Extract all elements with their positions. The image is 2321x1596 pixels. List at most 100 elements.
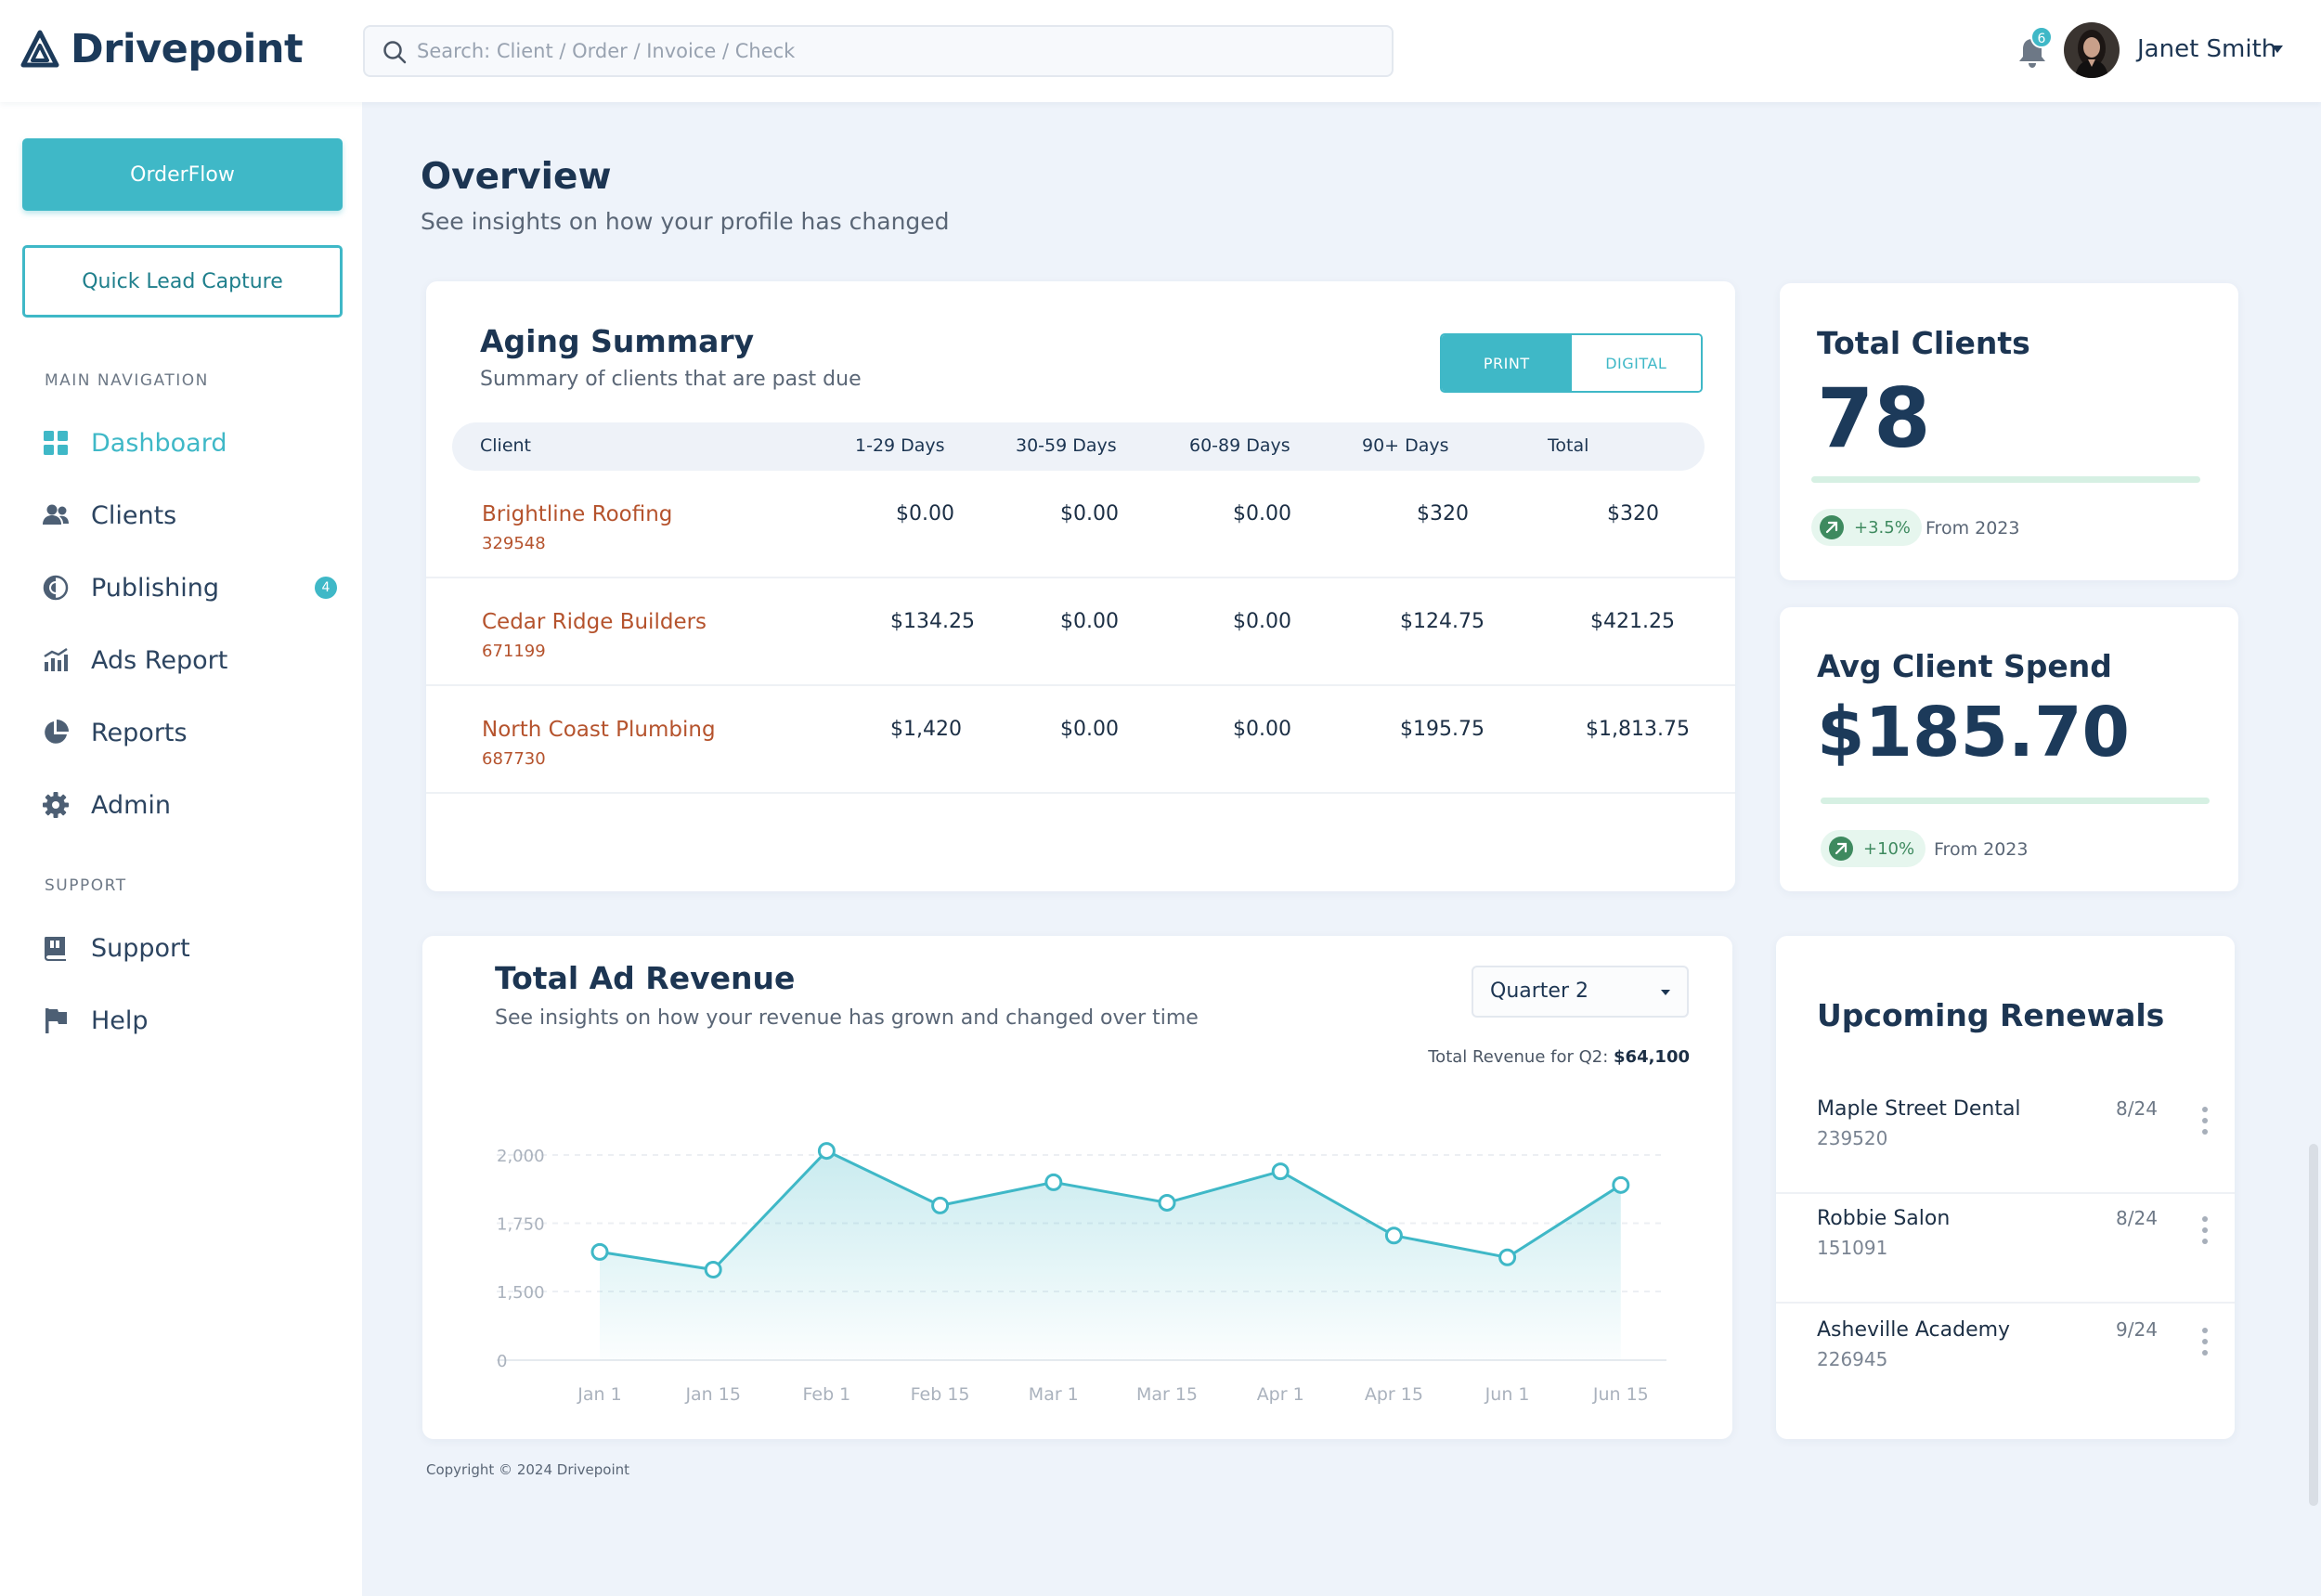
renewal-date: 8/24 (2116, 1207, 2158, 1229)
renewal-date: 9/24 (2116, 1318, 2158, 1341)
total-clients-from: From 2023 (1926, 518, 2020, 538)
sidebar-item-dashboard[interactable]: Dashboard (41, 417, 347, 469)
revenue-title: Total Ad Revenue (495, 960, 796, 996)
y-tick-label: 1,500 (497, 1283, 545, 1303)
table-row: Cedar Ridge Builders 671199 $134.25 $0.0… (426, 578, 1735, 686)
publishing-badge: 4 (315, 577, 337, 599)
sidebar-item-admin[interactable]: Admin (41, 779, 347, 831)
total-clients-bar (1811, 476, 2200, 483)
sidebar-item-publishing[interactable]: Publishing 4 (41, 562, 347, 614)
revenue-chart: 0 1,500 1,750 2,000 Jan 1 Jan 15 Feb 1 Feb 15 M… (497, 1142, 1666, 1405)
total-revenue-value: $64,100 (1614, 1047, 1690, 1067)
avg-client-spend-card: Avg Client Spend $185.70 +10% From 2023 (1780, 607, 2238, 891)
avatar[interactable] (2064, 22, 2120, 78)
renewals-title: Upcoming Renewals (1817, 997, 2165, 1033)
sidebar-item-label: Admin (91, 790, 172, 820)
data-point[interactable] (1384, 1226, 1403, 1245)
search-input[interactable] (417, 27, 1382, 75)
quarter-select[interactable]: Quarter 2 (1472, 966, 1689, 1018)
cell-60-89-days: $0.00 (1233, 610, 1291, 633)
digital-toggle-button[interactable]: DIGITAL (1571, 335, 1701, 391)
data-point[interactable] (817, 1142, 836, 1161)
cell-30-59-days: $0.00 (1060, 502, 1119, 526)
cell-90-plus-days: $195.75 (1400, 718, 1485, 741)
total-ad-revenue-card: 0 1,500 1,750 2,000 Jan 1 Jan 15 Feb 1 Feb 15 M… (422, 936, 1732, 1439)
aging-summary-title: Aging Summary (480, 323, 755, 359)
avg-spend-value: $185.70 (1817, 693, 2131, 772)
orderflow-button[interactable]: OrderFlow (22, 138, 343, 211)
more-vertical-icon[interactable] (2199, 1214, 2211, 1246)
data-point[interactable] (1612, 1175, 1630, 1194)
trend-up-icon (1820, 515, 1844, 539)
renewal-item[interactable]: Maple Street Dental 239520 8/24 (1776, 1084, 2235, 1194)
data-point[interactable] (1271, 1162, 1290, 1181)
cell-total: $320 (1607, 502, 1659, 526)
sidebar-item-reports[interactable]: Reports (41, 707, 347, 759)
sidebar-item-support[interactable]: Support (41, 922, 347, 974)
avg-spend-title: Avg Client Spend (1817, 648, 2112, 684)
avg-spend-from: From 2023 (1934, 839, 2029, 860)
more-vertical-icon[interactable] (2199, 1326, 2211, 1357)
sidebar-item-label: Publishing (91, 573, 219, 603)
sidebar: OrderFlow Quick Lead Capture MAIN NAVIGA… (0, 102, 362, 1596)
column-header: Total (1548, 435, 1589, 456)
client-id: 329548 (482, 534, 546, 553)
scrollbar[interactable] (2309, 1144, 2318, 1506)
data-point[interactable] (1498, 1248, 1517, 1266)
renewal-client-id: 239520 (1817, 1127, 1888, 1149)
x-tick-label: Feb 15 (911, 1384, 970, 1405)
data-point[interactable] (590, 1242, 609, 1261)
cell-1-29-days: $134.25 (890, 610, 975, 633)
chevron-down-icon (1661, 990, 1670, 995)
x-tick-label: Feb 1 (803, 1384, 851, 1405)
pie-chart-icon (45, 720, 69, 744)
data-point[interactable] (1044, 1173, 1063, 1191)
avg-spend-bar (1821, 798, 2210, 804)
print-toggle-button[interactable]: PRINT (1442, 335, 1572, 391)
cell-60-89-days: $0.00 (1233, 502, 1291, 526)
table-row: Brightline Roofing 329548 $0.00 $0.00 $0… (426, 471, 1735, 578)
data-point[interactable] (704, 1260, 722, 1278)
support-heading: SUPPORT (45, 876, 127, 895)
sidebar-item-label: Support (91, 933, 190, 963)
data-point[interactable] (931, 1196, 950, 1214)
x-tick-label: Mar 15 (1136, 1384, 1198, 1405)
upcoming-renewals-card: Upcoming Renewals Maple Street Dental 23… (1776, 936, 2235, 1439)
sidebar-item-ads-report[interactable]: Ads Report (41, 634, 347, 686)
column-header: 1-29 Days (855, 435, 945, 456)
client-id: 671199 (482, 642, 546, 661)
client-link[interactable]: Cedar Ridge Builders (482, 610, 707, 634)
x-tick-label: Jan 15 (684, 1384, 741, 1405)
x-tick-label: Apr 1 (1257, 1384, 1304, 1405)
avatar-photo (2064, 22, 2120, 78)
bar-chart-icon (44, 647, 68, 671)
aging-summary-card: Aging Summary Summary of clients that ar… (426, 281, 1735, 891)
app-logo[interactable]: Drivepoint (20, 26, 304, 72)
client-link[interactable]: Brightline Roofing (482, 502, 673, 526)
renewal-item[interactable]: Robbie Salon 151091 8/24 (1776, 1194, 2235, 1304)
sidebar-item-label: Ads Report (91, 645, 228, 675)
y-tick-label: 2,000 (497, 1147, 545, 1166)
total-clients-change: +3.5% (1854, 517, 1911, 538)
chevron-down-icon[interactable] (2270, 42, 2285, 57)
book-icon (45, 937, 66, 961)
aging-summary-subtitle: Summary of clients that are past due (480, 368, 862, 391)
quick-lead-capture-button[interactable]: Quick Lead Capture (22, 245, 343, 318)
total-clients-card: Total Clients 78 +3.5% From 2023 (1780, 283, 2238, 580)
y-tick-label: 1,750 (497, 1215, 545, 1235)
renewal-item[interactable]: Asheville Academy 226945 9/24 (1776, 1305, 2235, 1415)
sidebar-item-label: Clients (91, 500, 177, 530)
app-name: Drivepoint (71, 26, 304, 72)
top-header: Drivepoint 6 Janet Smith (0, 0, 2321, 102)
user-name[interactable]: Janet Smith (2137, 35, 2277, 63)
renewal-client-name: Maple Street Dental (1817, 1097, 2021, 1121)
more-vertical-icon[interactable] (2199, 1105, 2211, 1136)
data-point[interactable] (1158, 1193, 1176, 1212)
avg-spend-change-pill: +10% (1821, 830, 1926, 867)
client-link[interactable]: North Coast Plumbing (482, 718, 716, 742)
sidebar-item-help[interactable]: Help (41, 994, 347, 1046)
trend-up-icon (1829, 837, 1853, 861)
sidebar-item-clients[interactable]: Clients (41, 489, 347, 541)
gear-icon (43, 792, 69, 818)
cell-90-plus-days: $124.75 (1400, 610, 1485, 633)
